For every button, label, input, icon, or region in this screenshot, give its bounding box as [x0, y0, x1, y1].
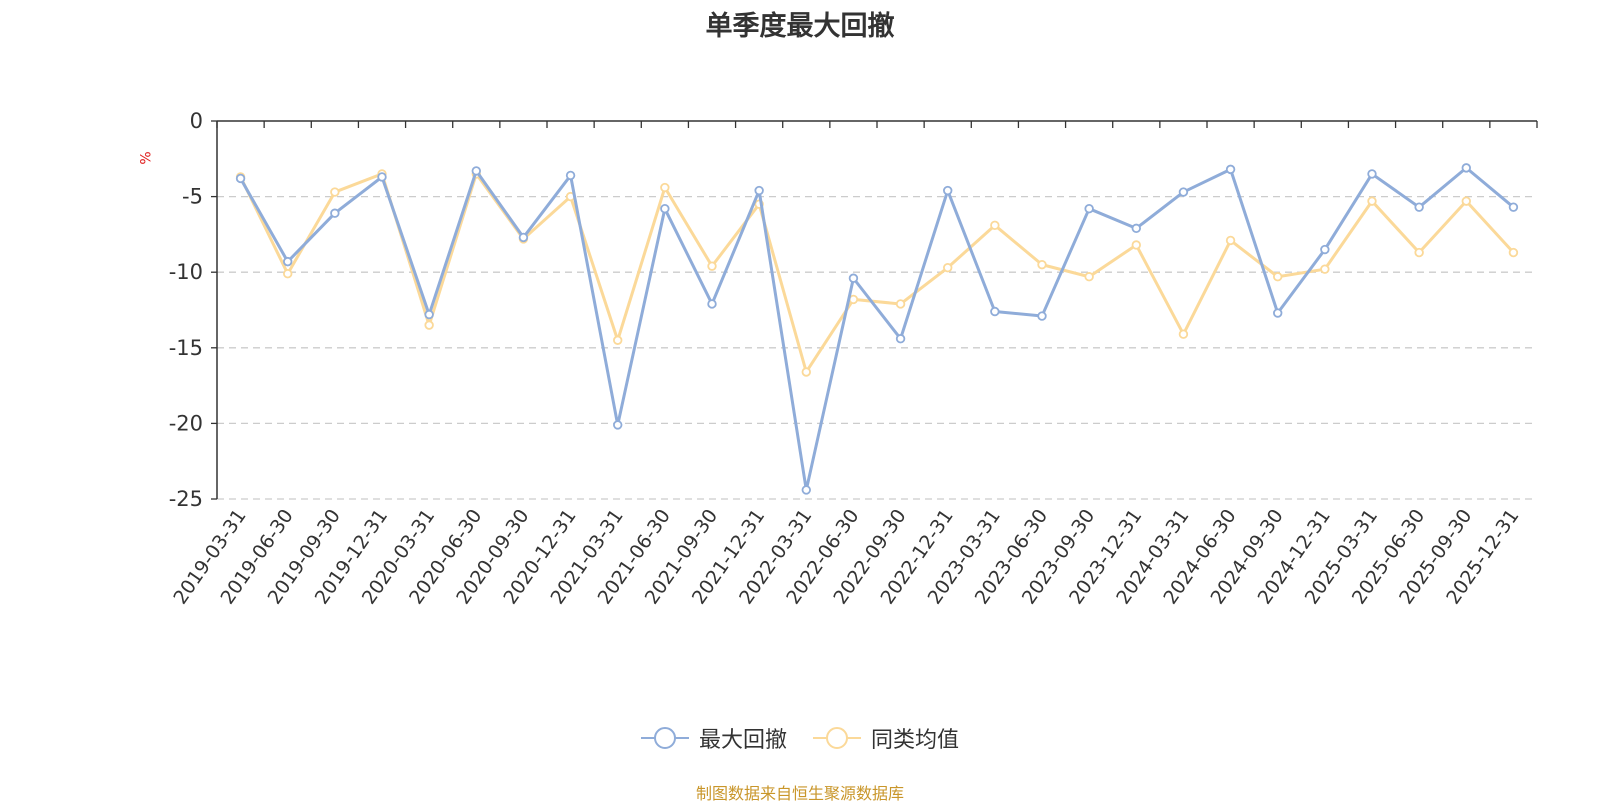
data-point-series-1 — [613, 420, 623, 430]
data-point-series-1 — [801, 485, 811, 495]
data-point-series-1 — [754, 185, 764, 196]
legend: 最大回撤 同类均值 — [0, 722, 1600, 754]
data-point-series-2 — [1320, 264, 1330, 274]
data-point-series-2 — [1273, 272, 1283, 282]
data-point-series-1 — [1414, 202, 1424, 212]
data-point-series-1 — [895, 334, 906, 344]
data-point-series-2 — [1178, 329, 1189, 339]
data-point-series-1 — [471, 166, 481, 176]
data-point-series-2 — [1131, 240, 1141, 250]
data-point-series-1 — [1273, 308, 1283, 318]
data-point-series-2 — [801, 367, 811, 377]
data-point-series-1 — [1508, 202, 1519, 212]
series-line-1 — [239, 166, 1515, 492]
data-point-series-1 — [943, 185, 953, 196]
data-point-series-1 — [848, 273, 859, 283]
y-tick-label: -25 — [169, 487, 203, 511]
data-point-series-1 — [1461, 163, 1471, 173]
legend-item-series-1[interactable]: 最大回撤 — [640, 722, 787, 754]
data-point-series-2 — [424, 320, 434, 330]
legend-label-series-1: 最大回撤 — [698, 728, 787, 753]
data-point-series-1 — [1084, 203, 1094, 214]
data-point-series-2 — [1508, 247, 1519, 258]
y-tick-label: -20 — [169, 411, 203, 435]
data-point-series-1 — [1178, 187, 1189, 197]
data-point-series-2 — [330, 187, 340, 197]
series-line-2 — [239, 172, 1515, 374]
data-point-series-2 — [990, 220, 1000, 231]
data-point-series-2 — [1084, 272, 1094, 282]
data-point-series-1 — [424, 309, 434, 320]
y-tick-label: -15 — [169, 336, 203, 360]
legend-item-series-2[interactable]: 同类均值 — [813, 722, 959, 754]
data-point-series-1 — [283, 256, 293, 267]
legend-label-series-2: 同类均值 — [871, 728, 960, 753]
data-point-series-1 — [660, 203, 670, 214]
data-point-series-2 — [895, 299, 906, 309]
legend-marker-series-2 — [813, 727, 861, 749]
data-point-series-1 — [235, 173, 246, 184]
data-point-series-2 — [707, 261, 717, 271]
y-tick-label: -10 — [169, 260, 203, 284]
chart-title: 单季度最大回撤 — [705, 11, 895, 42]
data-point-series-1 — [707, 299, 717, 309]
data-point-series-2 — [1037, 259, 1047, 270]
data-point-series-2 — [283, 269, 293, 279]
data-point-series-1 — [1037, 311, 1047, 321]
legend-marker-series-1 — [640, 727, 689, 749]
data-point-series-2 — [1367, 196, 1377, 206]
data-point-series-2 — [943, 262, 953, 273]
data-point-series-1 — [377, 172, 387, 182]
data-point-series-2 — [1414, 247, 1424, 258]
data-point-series-1 — [330, 208, 340, 218]
data-point-series-1 — [518, 232, 529, 243]
y-tick-label: -5 — [182, 185, 203, 209]
data-point-series-2 — [660, 182, 670, 193]
data-point-series-1 — [1225, 164, 1236, 175]
data-point-series-1 — [1367, 169, 1377, 179]
y-tick-label: 0 — [190, 109, 203, 133]
data-point-series-2 — [1461, 196, 1471, 206]
data-point-series-1 — [1131, 223, 1141, 234]
data-point-series-1 — [1320, 244, 1330, 255]
data-point-series-1 — [565, 170, 576, 181]
data-point-series-1 — [990, 306, 1000, 317]
data-source-note: 制图数据来自恒生聚源数据库 — [695, 784, 904, 803]
data-point-series-2 — [1225, 235, 1236, 246]
data-point-series-2 — [613, 335, 623, 345]
